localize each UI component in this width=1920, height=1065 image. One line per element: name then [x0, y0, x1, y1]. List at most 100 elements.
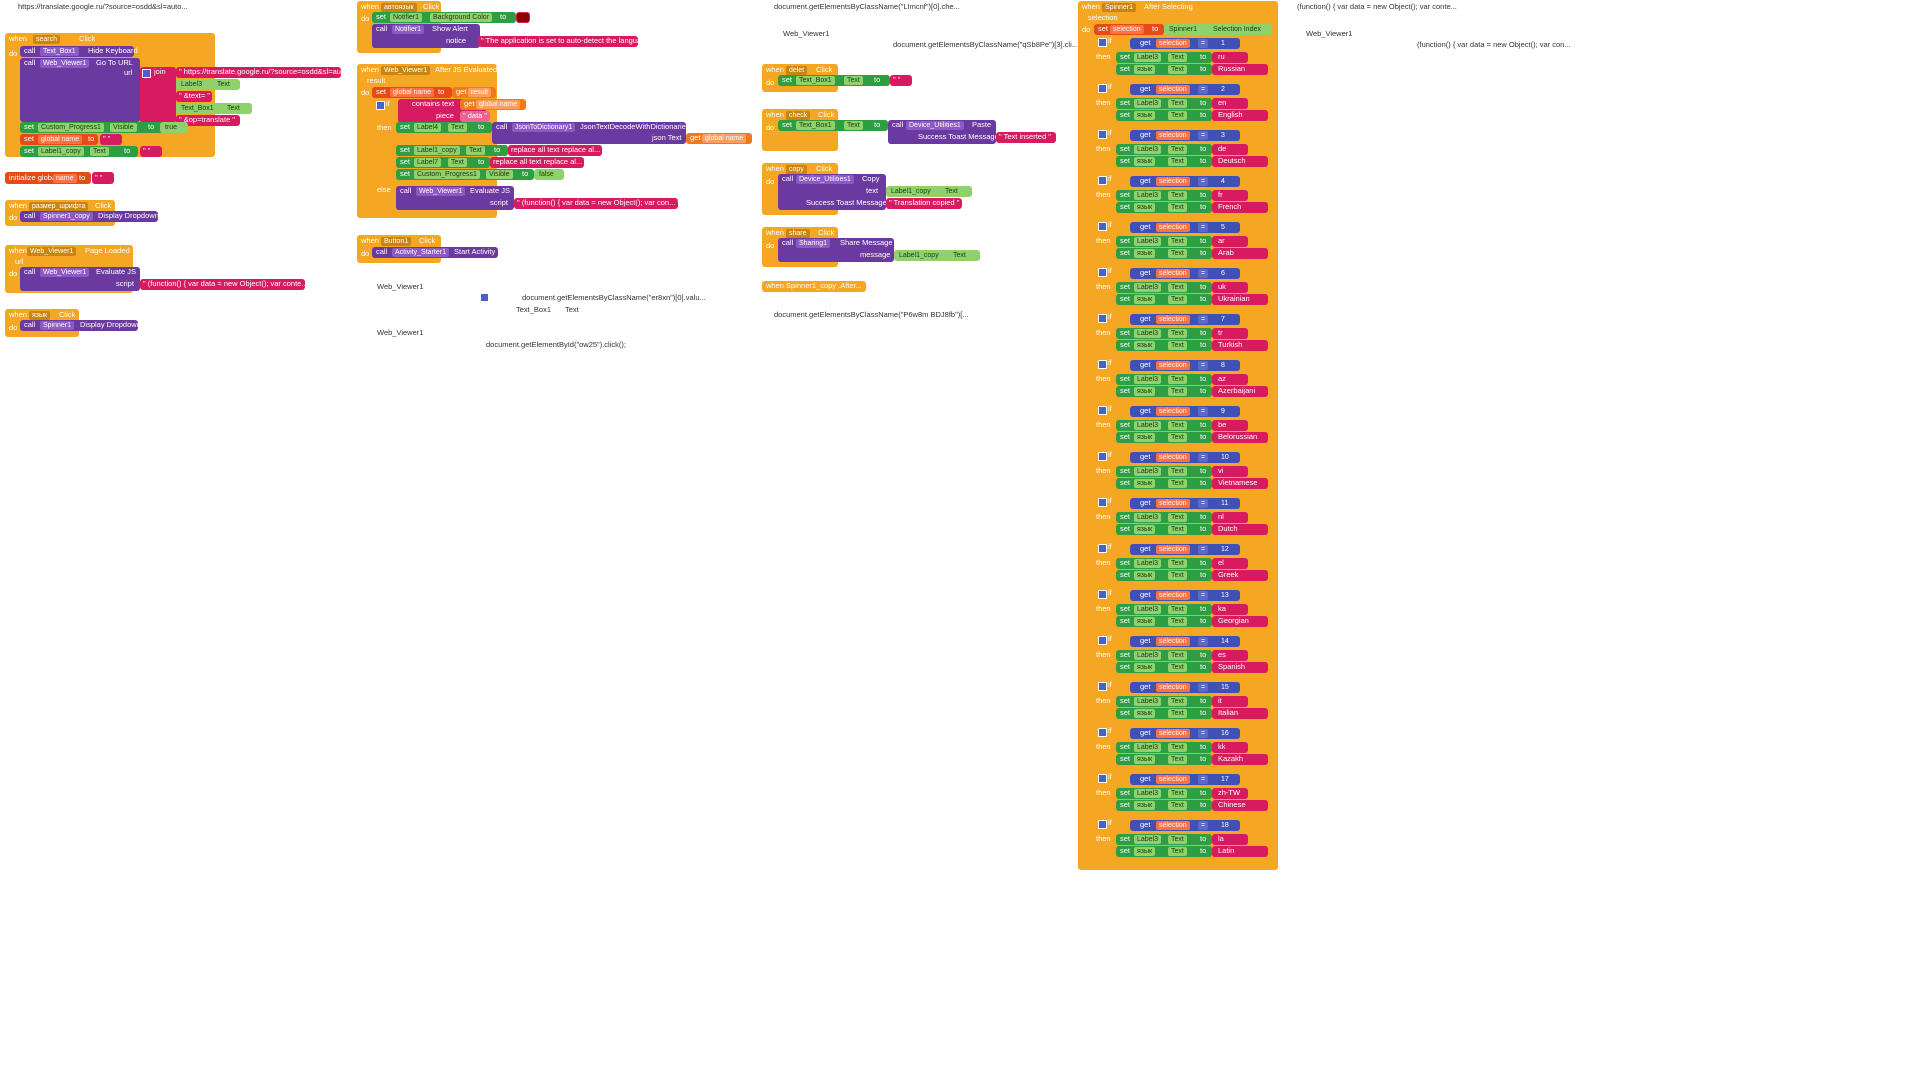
set-label3-code[interactable]: set Label3 Text to	[1116, 374, 1212, 385]
language-name[interactable]: Spanish	[1212, 662, 1268, 673]
doc-er8xn[interactable]: document.getElementsByClassName("er8xn")…	[522, 293, 706, 302]
case-number[interactable]: 7	[1218, 315, 1228, 324]
language-code[interactable]: ru	[1212, 52, 1248, 63]
mutator-icon[interactable]	[142, 69, 151, 78]
copy-text-source[interactable]: Label1_copy Text	[886, 186, 972, 197]
else-evaluate-js[interactable]: call Web_Viewer1 Evaluate JS script	[396, 186, 514, 210]
set-language-name[interactable]: set язык Text to	[1116, 754, 1212, 765]
set-language-name[interactable]: set язык Text to	[1116, 294, 1212, 305]
set-language-name[interactable]: set язык Text to	[1116, 800, 1212, 811]
if-case-block[interactable]: if then	[1094, 174, 1116, 214]
case-number[interactable]: 5	[1218, 223, 1228, 232]
initialize-global-name[interactable]: initialize global name to	[5, 172, 91, 184]
case-number[interactable]: 6	[1218, 269, 1228, 278]
set-language-name[interactable]: set язык Text to	[1116, 156, 1212, 167]
language-code[interactable]: el	[1212, 558, 1248, 569]
equals-compare[interactable]: get selection = 17	[1130, 774, 1240, 785]
init-empty-string[interactable]: " "	[92, 172, 114, 184]
join-item-text[interactable]: " &text= "	[176, 91, 212, 102]
equals-compare[interactable]: get selection = 3	[1130, 130, 1240, 141]
set-language-name[interactable]: set язык Text to	[1116, 524, 1212, 535]
set-label3-code[interactable]: set Label3 Text to	[1116, 328, 1212, 339]
set-label3-code[interactable]: set Label3 Text to	[1116, 512, 1212, 523]
language-name[interactable]: Dutch	[1212, 524, 1268, 535]
get-global-name-2[interactable]: get global name	[686, 133, 752, 144]
language-name[interactable]: Kazakh	[1212, 754, 1268, 765]
language-name[interactable]: Georgian	[1212, 616, 1268, 627]
set-language-name[interactable]: set язык Text to	[1116, 616, 1212, 627]
set-progress-hidden[interactable]: set Custom_Progress1 Visible to	[396, 169, 534, 180]
doc-p6w8m[interactable]: document.getElementsByClassName("P6w8m B…	[774, 310, 969, 319]
language-code[interactable]: kk	[1212, 742, 1248, 753]
share-message-call[interactable]: call Sharing1 Share Message message	[778, 238, 894, 262]
set-label3-code[interactable]: set Label3 Text to	[1116, 558, 1212, 569]
case-number[interactable]: 12	[1218, 545, 1232, 554]
set-selection[interactable]: set selection to	[1094, 24, 1164, 35]
set-label3-code[interactable]: set Label3 Text to	[1116, 144, 1212, 155]
mutator-icon[interactable]	[1098, 314, 1107, 323]
set-label3-code[interactable]: set Label3 Text to	[1116, 742, 1212, 753]
equals-compare[interactable]: get selection = 18	[1130, 820, 1240, 831]
color-swatch[interactable]	[516, 12, 530, 23]
set-notifier-bg[interactable]: set Notifier1 Background Color to	[372, 12, 516, 23]
if-case-block[interactable]: if then	[1094, 404, 1116, 444]
set-language-name[interactable]: set язык Text to	[1116, 570, 1212, 581]
set-progress-visible[interactable]: set Custom_Progress1 Visible to	[20, 122, 170, 133]
language-code[interactable]: it	[1212, 696, 1248, 707]
translation-copied-toast[interactable]: " Translation copied "	[886, 198, 962, 209]
if-case-block[interactable]: if then	[1094, 588, 1116, 628]
language-code[interactable]: la	[1212, 834, 1248, 845]
case-number[interactable]: 2	[1218, 85, 1228, 94]
case-number[interactable]: 13	[1218, 591, 1232, 600]
language-name[interactable]: Arab	[1212, 248, 1268, 259]
set-label1-copy-text[interactable]: set Label1_copy Text to	[396, 145, 508, 156]
if-case-block[interactable]: if then	[1094, 726, 1116, 766]
false-value[interactable]: false	[534, 169, 564, 180]
clear-textbox[interactable]: set Text_Box1 Text to	[778, 75, 890, 86]
language-code[interactable]: de	[1212, 144, 1248, 155]
set-label1-copy[interactable]: set Label1_copy Text to	[20, 146, 138, 157]
set-label3-code[interactable]: set Label3 Text to	[1116, 52, 1212, 63]
set-label4-text[interactable]: set Label4 Text to	[396, 122, 492, 133]
evaluate-js-script[interactable]: " (function() { var data = new Object();…	[140, 279, 312, 290]
set-label3-code[interactable]: set Label3 Text to	[1116, 236, 1212, 247]
piece-data[interactable]: " data "	[460, 111, 490, 122]
notice-text[interactable]: " The application is set to auto-detect …	[478, 36, 654, 47]
language-name[interactable]: Chinese	[1212, 800, 1268, 811]
equals-compare[interactable]: get selection = 1	[1130, 38, 1240, 49]
get-global-name[interactable]: get global name	[460, 99, 526, 110]
language-name[interactable]: Latin	[1212, 846, 1268, 857]
language-name[interactable]: Azerbaijani	[1212, 386, 1268, 397]
set-language-name[interactable]: set язык Text to	[1116, 708, 1212, 719]
set-language-name[interactable]: set язык Text to	[1116, 432, 1212, 443]
if-case-block[interactable]: if then	[1094, 82, 1116, 122]
web-viewer-loose-1[interactable]: Web_Viewer1	[377, 282, 424, 291]
case-number[interactable]: 1	[1218, 39, 1228, 48]
start-activity-call[interactable]: call Activity_Starter1 Start Activity	[372, 247, 498, 258]
case-number[interactable]: 18	[1218, 821, 1232, 830]
if-case-block[interactable]: if then	[1094, 128, 1116, 168]
join-item-op[interactable]: " &op=translate "	[176, 115, 240, 126]
set-label3-code[interactable]: set Label3 Text to	[1116, 466, 1212, 477]
set-language-name[interactable]: set язык Text to	[1116, 248, 1212, 259]
language-code[interactable]: ka	[1212, 604, 1248, 615]
hide-keyboard-call[interactable]: call Text_Box1 Hide Keyboard	[20, 46, 138, 57]
text-box-loose[interactable]: Text_Box1	[516, 305, 552, 314]
mutator-icon[interactable]	[1098, 590, 1107, 599]
set-label3-code[interactable]: set Label3 Text to	[1116, 420, 1212, 431]
set-global-name[interactable]: set global name to	[20, 134, 98, 145]
mutator-icon[interactable]	[1098, 774, 1107, 783]
clear-empty[interactable]: " "	[890, 75, 912, 86]
mutator-icon[interactable]	[1098, 268, 1107, 277]
case-number[interactable]: 11	[1218, 499, 1232, 508]
web-viewer-col5[interactable]: Web_Viewer1	[1306, 29, 1353, 38]
join-item-label3[interactable]: Label3 Text	[176, 79, 240, 90]
mutator-icon[interactable]	[1098, 498, 1107, 507]
language-code[interactable]: be	[1212, 420, 1248, 431]
json-decode-call[interactable]: call JsonToDictionary1 JsonTextDecodeWit…	[492, 122, 690, 144]
paste-call[interactable]: call Device_Utilities1 Paste Success Toa…	[888, 120, 999, 144]
case-number[interactable]: 10	[1218, 453, 1232, 462]
if-case-block[interactable]: if then	[1094, 542, 1116, 582]
equals-compare[interactable]: get selection = 12	[1130, 544, 1240, 555]
replace-all-2[interactable]: replace all text replace al...	[490, 157, 584, 168]
